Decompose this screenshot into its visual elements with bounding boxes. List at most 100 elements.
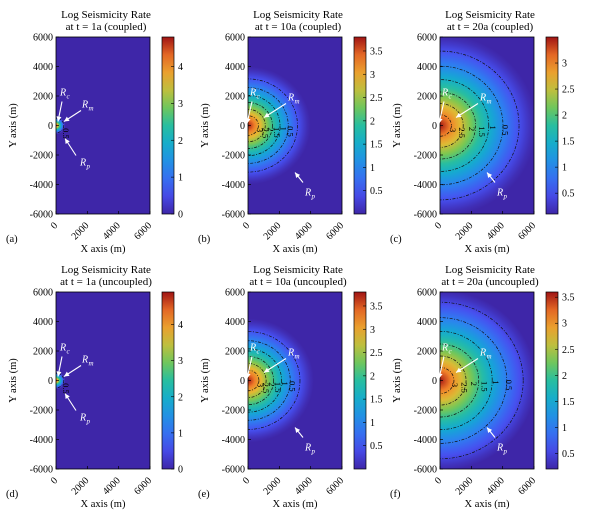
colorbar-tick-label: 2 bbox=[178, 392, 183, 403]
annotation-subscript: m bbox=[487, 98, 492, 106]
contour-label: 3 bbox=[255, 128, 265, 132]
panel-subtitle: at t = 1a (coupled) bbox=[66, 21, 147, 33]
panel-label: (a) bbox=[6, 234, 18, 245]
contour-label: 2 bbox=[467, 127, 477, 131]
x-tick-label: 2000 bbox=[262, 220, 284, 242]
annotation-symbol: R bbox=[304, 188, 311, 199]
y-tick-label: -6000 bbox=[30, 465, 53, 476]
annotation-symbol: R bbox=[479, 93, 486, 104]
annotation-subscript: c bbox=[449, 348, 453, 356]
contour-label: 1.5 bbox=[272, 127, 282, 138]
contour-label: 2 bbox=[469, 382, 479, 386]
arrow-head bbox=[56, 116, 62, 122]
y-tick-label: 4000 bbox=[417, 62, 437, 73]
annotation-symbol: R bbox=[79, 158, 86, 169]
y-tick-label: -4000 bbox=[30, 180, 53, 191]
panel-label: (f) bbox=[390, 489, 401, 500]
contour-label: 2 bbox=[266, 127, 276, 131]
colorbar-tick-label: 3 bbox=[562, 59, 567, 70]
y-tick-label: -2000 bbox=[30, 151, 53, 162]
heatmap-field bbox=[56, 37, 150, 214]
x-tick-label: 2000 bbox=[454, 475, 476, 497]
x-tick-label: 4000 bbox=[485, 220, 507, 242]
x-tick-label: 4000 bbox=[101, 475, 123, 497]
y-tick-label: -2000 bbox=[222, 151, 245, 162]
contour-line bbox=[248, 95, 281, 156]
y-axis-label: Y axis (m) bbox=[8, 358, 19, 403]
contour-label: 1 bbox=[488, 126, 498, 130]
contour-label: 1 bbox=[278, 127, 288, 131]
y-tick-label: -6000 bbox=[222, 465, 245, 476]
panel-label: (b) bbox=[198, 234, 211, 245]
y-tick-label: 6000 bbox=[417, 288, 437, 299]
y-axis-label: Y axis (m) bbox=[392, 103, 403, 148]
x-tick-label: 0 bbox=[241, 220, 252, 231]
contour-line bbox=[248, 340, 291, 421]
x-tick-label: 2000 bbox=[70, 475, 92, 497]
annotation-symbol: R bbox=[59, 343, 66, 354]
heatmap-field bbox=[248, 292, 342, 469]
y-tick-label: -2000 bbox=[414, 151, 437, 162]
colorbar-tick-label: 1.5 bbox=[370, 395, 383, 406]
annotation-symbol: R bbox=[79, 413, 86, 424]
y-tick-label: -6000 bbox=[30, 210, 53, 221]
contour-line bbox=[248, 356, 274, 405]
contour-line bbox=[440, 355, 467, 406]
colorbar bbox=[353, 291, 367, 470]
x-tick-label: 6000 bbox=[324, 220, 346, 242]
colorbar-tick-label: 1 bbox=[370, 418, 375, 429]
x-tick-label: 4000 bbox=[101, 220, 123, 242]
colorbar-tick-label: 0 bbox=[178, 465, 183, 476]
annotation-symbol: R bbox=[479, 348, 486, 359]
y-tick-label: 2000 bbox=[417, 347, 437, 358]
y-tick-label: -4000 bbox=[414, 180, 437, 191]
y-tick-label: 6000 bbox=[417, 33, 437, 44]
x-tick-label: 2000 bbox=[262, 475, 284, 497]
y-tick-label: -4000 bbox=[30, 435, 53, 446]
panel-a: 0.5 -6000 -4000 -2000 0 2000 4000 6000 0 2000 4000… bbox=[6, 9, 183, 255]
x-tick-label: 0 bbox=[241, 475, 252, 486]
colorbar-tick-label: 1.5 bbox=[562, 137, 575, 148]
annotation-subscript: p bbox=[311, 193, 316, 201]
x-tick-label: 0 bbox=[49, 475, 60, 486]
panel-label: (d) bbox=[6, 489, 19, 500]
colorbar-tick-label: 3 bbox=[178, 356, 183, 367]
panel-subtitle: at t = 10a (coupled) bbox=[255, 21, 342, 33]
annotation-symbol: R bbox=[496, 188, 503, 199]
contour-line bbox=[248, 108, 266, 143]
panel-b: 0.511.522.53-6000-4000-20000200040006000… bbox=[198, 9, 383, 255]
colorbar-tick-label: 0.5 bbox=[562, 189, 575, 200]
annotation-symbol: R bbox=[287, 348, 294, 359]
panel-label: (e) bbox=[198, 489, 210, 500]
annotation-subscript: p bbox=[503, 448, 508, 456]
panel-title: Log Seismicity Rate bbox=[445, 9, 535, 21]
colorbar-tick-label: 3 bbox=[370, 70, 375, 81]
y-tick-label: 6000 bbox=[33, 288, 53, 299]
x-tick-label: 4000 bbox=[293, 475, 315, 497]
panel-f: 0.511.522.53-6000-4000-20000200040006000… bbox=[390, 264, 575, 510]
y-tick-label: 2000 bbox=[33, 92, 53, 103]
colorbar-tick-label: 2.5 bbox=[370, 93, 383, 104]
y-tick-label: 4000 bbox=[417, 317, 437, 328]
panel-subtitle: at t = 1a (uncoupled) bbox=[60, 276, 152, 288]
x-tick-label: 2000 bbox=[454, 220, 476, 242]
x-axis-label: X axis (m) bbox=[81, 499, 126, 510]
arrow-head bbox=[456, 367, 462, 373]
colorbar bbox=[545, 36, 559, 215]
contour-label: 1.5 bbox=[273, 382, 283, 393]
contour-label: 2.5 bbox=[261, 383, 271, 394]
annotation-subscript: m bbox=[295, 353, 300, 361]
x-tick-label: 6000 bbox=[132, 475, 154, 497]
colorbar-tick-label: 1.5 bbox=[370, 140, 383, 151]
colorbar-tick-label: 3.5 bbox=[370, 301, 383, 312]
colorbar-tick-label: 2 bbox=[562, 371, 567, 382]
contour-label: 3 bbox=[450, 383, 460, 387]
y-tick-label: 4000 bbox=[225, 317, 245, 328]
